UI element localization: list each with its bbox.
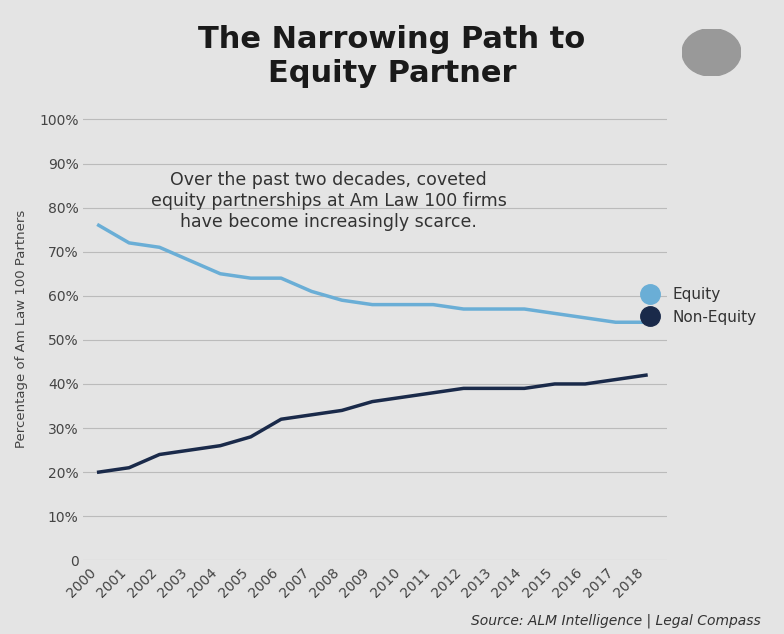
Legend: Equity, Non-Equity: Equity, Non-Equity — [627, 279, 764, 332]
Circle shape — [682, 29, 741, 76]
Text: The Narrowing Path to
Equity Partner: The Narrowing Path to Equity Partner — [198, 25, 586, 88]
Y-axis label: Percentage of Am Law 100 Partners: Percentage of Am Law 100 Partners — [15, 210, 28, 448]
Text: ⋯: ⋯ — [702, 42, 721, 61]
Text: Source: ALM Intelligence | Legal Compass: Source: ALM Intelligence | Legal Compass — [470, 613, 760, 628]
Text: Over the past two decades, coveted
equity partnerships at Am Law 100 firms
have : Over the past two decades, coveted equit… — [151, 171, 506, 231]
